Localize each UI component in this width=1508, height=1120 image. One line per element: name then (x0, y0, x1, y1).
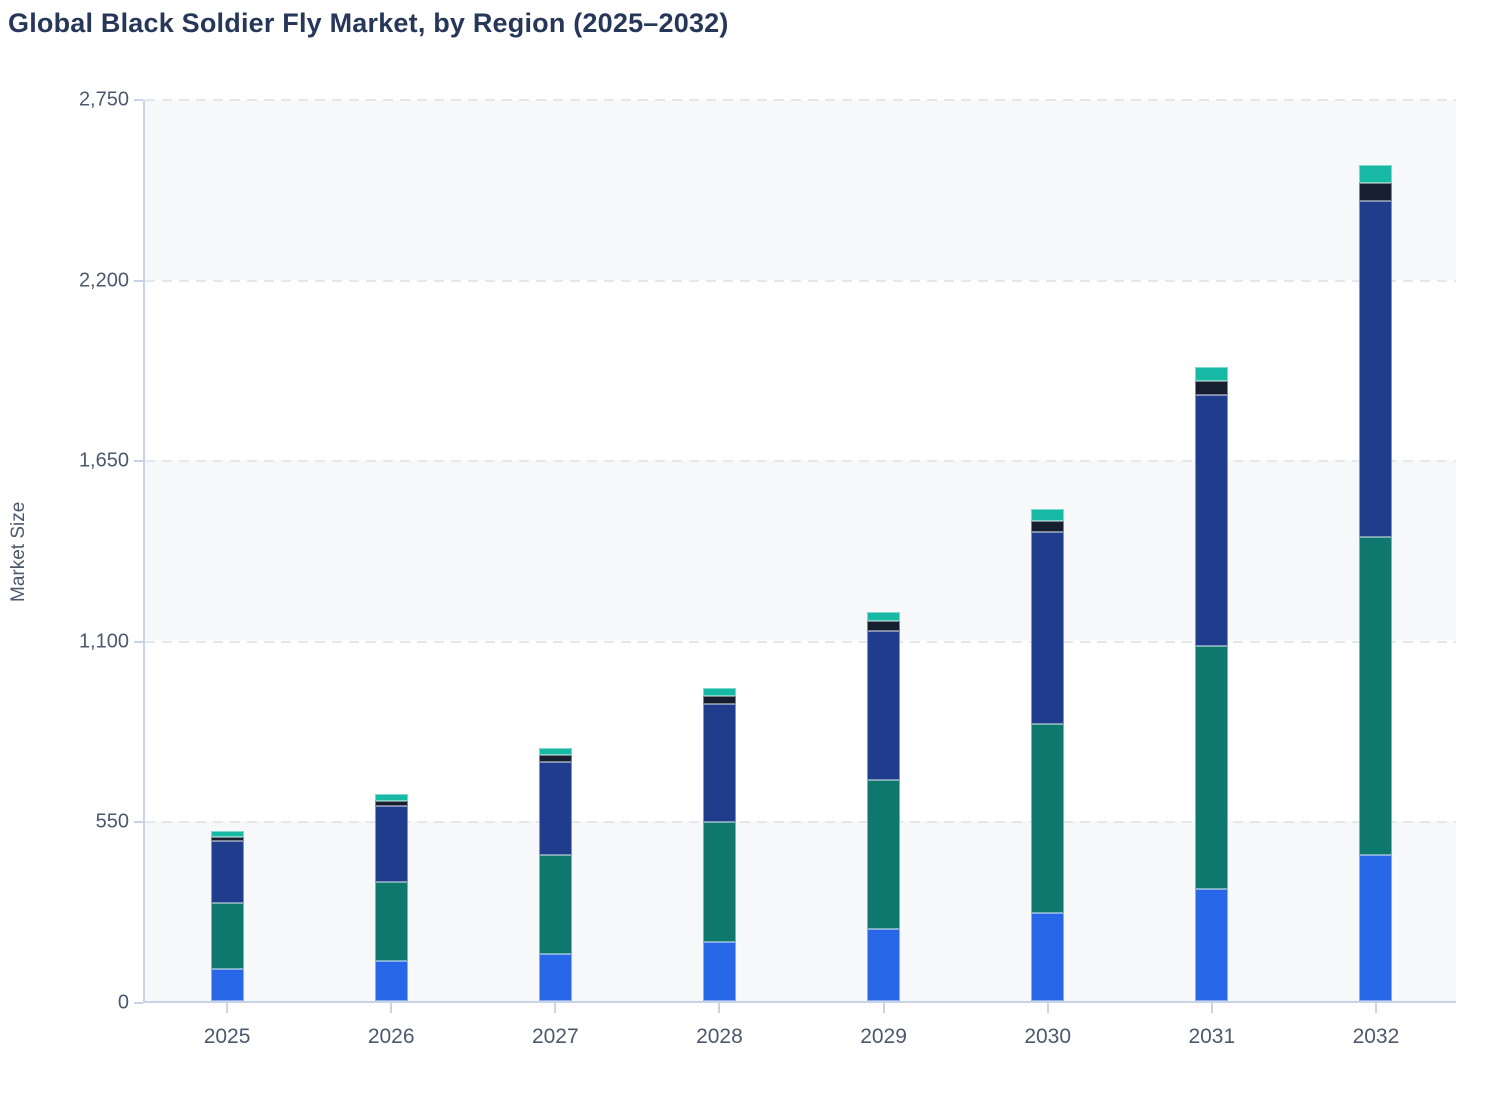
x-tick-mark-2027 (554, 1001, 557, 1013)
bar-segment-2026-teal-green (374, 881, 408, 962)
bar-2025 (210, 830, 244, 1001)
bar-segment-2028-navy-blue (702, 703, 736, 823)
x-tick-mark-2032 (1374, 1001, 1377, 1013)
bar-segment-2027-bright-blue-bottom (538, 953, 572, 1001)
y-tick-label-2,750: 2,750 (78, 88, 129, 111)
bar-segment-2030-navy-blue (1031, 531, 1065, 724)
bar-segment-2028-teal-green (702, 822, 736, 943)
y-tick-label-1,650: 1,650 (78, 449, 129, 472)
bar-segment-2025-bright-blue-bottom (210, 968, 244, 1001)
bar-segment-2028-mint-teal-top (702, 687, 736, 697)
plot-area: 0 550 1,100 1,650 2,200 2,750 2025 2026 2027 2028… (79, 89, 1456, 1048)
gridline-550 (145, 821, 1456, 824)
bar-segment-2025-dark-navy (210, 837, 244, 842)
bar-segment-2031-dark-navy (1195, 380, 1229, 395)
x-tick-mark-2028 (718, 1001, 721, 1013)
y-tick-label-1,100: 1,100 (78, 630, 129, 653)
y-tick-mark-2,750 (134, 99, 143, 101)
bar-segment-2025-teal-green (210, 902, 244, 969)
y-tick-label-550: 550 (95, 810, 129, 833)
x-tick-mark-2025 (226, 1001, 229, 1013)
bar-segment-2025-mint-teal-top (210, 830, 244, 838)
bar-segment-2031-bright-blue-bottom (1195, 888, 1229, 1001)
x-tick-label-2030: 2030 (1024, 1025, 1072, 1048)
bar-segment-2032-mint-teal-top (1359, 165, 1393, 184)
x-tick-label-2025: 2025 (203, 1025, 251, 1048)
bar-2027 (538, 747, 572, 1001)
bar-segment-2027-navy-blue (538, 761, 572, 856)
bar-segment-2029-mint-teal-top (867, 611, 901, 622)
x-tick-mark-2029 (882, 1001, 885, 1013)
bar-2028 (702, 687, 736, 1001)
bar-2030 (1031, 508, 1065, 1001)
bar-segment-2026-mint-teal-top (374, 793, 408, 801)
x-tick-label-2027: 2027 (531, 1025, 579, 1048)
x-tick-label-2028: 2028 (696, 1025, 743, 1048)
gridline-1,100 (145, 640, 1456, 643)
bar-segment-2030-bright-blue-bottom (1031, 913, 1065, 1001)
bar-segment-2026-navy-blue (374, 805, 408, 882)
y-tick-mark-1,100 (134, 640, 143, 643)
y-axis-title: Market Size (8, 501, 29, 602)
y-tick-label-0: 0 (117, 991, 129, 1014)
bar-segment-2025-navy-blue (210, 841, 244, 903)
x-tick-label-2029: 2029 (860, 1025, 907, 1048)
bar-segment-2032-teal-green (1359, 537, 1393, 855)
bar-segment-2029-dark-navy (867, 621, 901, 632)
y-tick-label-2,200: 2,200 (78, 269, 129, 292)
bar-segment-2030-mint-teal-top (1031, 508, 1065, 521)
x-tick-mark-2031 (1210, 1001, 1213, 1013)
gridline-2,750 (145, 99, 1456, 101)
bar-segment-2027-teal-green (538, 855, 572, 954)
bar-segment-2032-bright-blue-bottom (1359, 854, 1393, 1001)
bar-segment-2032-navy-blue (1359, 201, 1393, 538)
bar-2031 (1195, 367, 1229, 1001)
bar-2032 (1359, 165, 1393, 1001)
gridline-1,650 (145, 460, 1456, 463)
y-tick-mark-550 (134, 821, 143, 824)
x-tick-label-2031: 2031 (1188, 1025, 1236, 1048)
x-tick-label-2026: 2026 (367, 1025, 415, 1048)
x-tick-mark-2030 (1046, 1001, 1049, 1013)
bar-segment-2032-dark-navy (1359, 183, 1393, 202)
bar-segment-2031-teal-green (1195, 646, 1229, 889)
gridline-2,200 (145, 279, 1456, 282)
y-tick-mark-1,650 (134, 460, 143, 463)
bar-segment-2031-mint-teal-top (1195, 367, 1229, 381)
bar-segment-2027-mint-teal-top (538, 747, 572, 756)
x-tick-mark-2026 (390, 1001, 393, 1013)
bar-2026 (374, 793, 408, 1001)
bar-segment-2028-dark-navy (702, 696, 736, 704)
bar-segment-2029-bright-blue-bottom (867, 928, 901, 1001)
bar-segment-2026-bright-blue-bottom (374, 961, 408, 1001)
bar-segment-2026-dark-navy (374, 800, 408, 806)
y-tick-mark-2,200 (134, 279, 143, 282)
bar-segment-2030-dark-navy (1031, 520, 1065, 532)
bar-segment-2029-teal-green (867, 779, 901, 929)
bar-segment-2031-navy-blue (1195, 394, 1229, 647)
x-tick-label-2032: 2032 (1352, 1025, 1400, 1048)
bar-segment-2030-teal-green (1031, 723, 1065, 913)
y-tick-mark-0 (134, 1002, 143, 1004)
bar-segment-2027-dark-navy (538, 755, 572, 762)
chart-title: Global Black Soldier Fly Market, by Regi… (8, 8, 729, 38)
bar-segment-2028-bright-blue-bottom (702, 942, 736, 1001)
bar-2029 (867, 611, 901, 1001)
bar-segment-2029-navy-blue (867, 631, 901, 780)
